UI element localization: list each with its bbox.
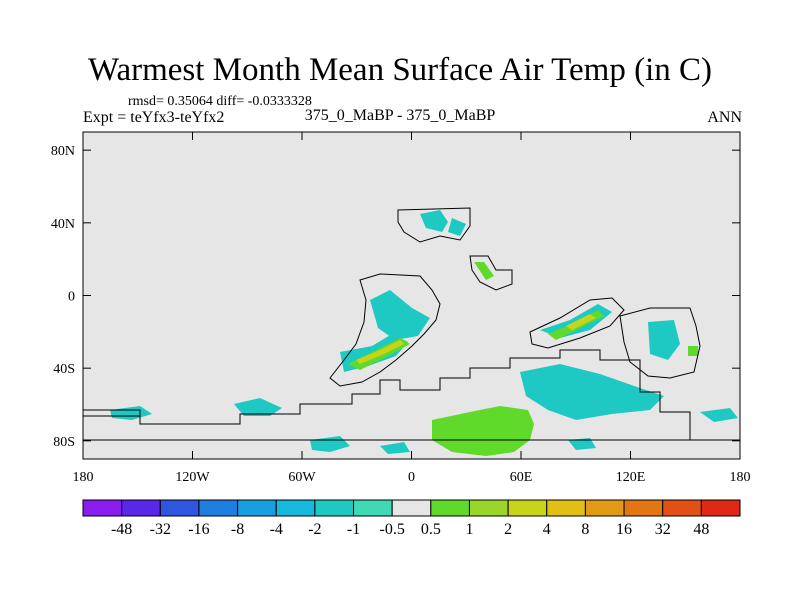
- patch-europe-east: [448, 218, 466, 236]
- patch-antarctic-east: [700, 408, 738, 422]
- stats-text: rmsd= 0.35064 diff= -0.0333328: [128, 94, 312, 109]
- patch-antarctic-pen: [234, 398, 282, 416]
- coast-asia-south: [529, 297, 625, 349]
- colorbar-swatch: [353, 499, 393, 517]
- patch-yellow-asia: [566, 314, 596, 330]
- coastlines: [83, 207, 740, 441]
- season-label: ANN: [707, 109, 742, 126]
- colorbar-swatch: [275, 499, 316, 517]
- y-tick-label: 80S: [53, 435, 75, 450]
- colorbar-swatch: [546, 499, 586, 517]
- colorbar-swatch: [468, 499, 509, 517]
- colorbar-label: 32: [655, 521, 671, 538]
- patch-australia-dot: [688, 346, 698, 356]
- colorbar-swatch: [314, 499, 355, 517]
- y-tick-label: 80N: [51, 144, 75, 159]
- colorbar-label: -0.5: [380, 521, 405, 538]
- coast-antarctica: [83, 349, 740, 441]
- colorbar-label: -1: [347, 521, 360, 538]
- y-tick-label: 0: [68, 290, 75, 305]
- colorbar-label: -2: [308, 521, 321, 538]
- coast-asia: [469, 255, 513, 291]
- colorbar-swatch: [237, 499, 277, 517]
- patch-yellow-line: [356, 340, 404, 364]
- colorbar-label: -32: [150, 521, 171, 538]
- colorbar-label: -8: [231, 521, 244, 538]
- patch-australia: [648, 320, 680, 360]
- patch-mideast: [474, 262, 494, 280]
- colorbar-label: 16: [616, 521, 632, 538]
- colorbar-label: 1: [465, 521, 473, 538]
- patch-south-indian: [568, 438, 596, 450]
- coast-south-america: [329, 273, 441, 387]
- case-label: 375_0_MaBP - 375_0_MaBP: [304, 107, 496, 124]
- colorbar-swatch: [700, 499, 741, 517]
- x-tick-label: 180: [730, 470, 751, 485]
- coast-australia: [619, 307, 701, 379]
- colorbar-label: 48: [693, 521, 709, 538]
- x-tick-label: 120E: [616, 470, 646, 485]
- colorbar-swatch: [584, 499, 625, 517]
- colorbar-label: 4: [543, 521, 551, 538]
- x-tick-label: 0: [408, 470, 415, 485]
- x-tick-label: 60W: [288, 470, 316, 485]
- colorbar-swatch: [82, 499, 123, 517]
- colorbar-swatch: [662, 499, 702, 517]
- colorbar-swatch: [198, 499, 239, 517]
- colorbar-swatch: [159, 499, 200, 517]
- colorbar-label: -16: [188, 521, 209, 538]
- x-tick-label: 180: [73, 470, 94, 485]
- y-tick-label: 40N: [51, 217, 75, 232]
- x-tick-label: 60E: [510, 470, 533, 485]
- patch-antarctica-main: [432, 406, 534, 456]
- colorbar-label: 0.5: [421, 521, 441, 538]
- colorbar-label: 8: [581, 521, 589, 538]
- coast-europe: [397, 207, 471, 243]
- patch-south-america: [370, 290, 430, 340]
- colorbar-label: -4: [270, 521, 283, 538]
- colorbar-label: -48: [111, 521, 132, 538]
- anomaly-patches: [110, 210, 738, 456]
- x-tick-label: 120W: [175, 470, 210, 485]
- colorbar-label: 2: [504, 521, 512, 538]
- x-axis: 180 120W 60W 0 60E 120E 180: [73, 132, 751, 485]
- y-axis: 80N 40N 0 40S 80S: [51, 144, 740, 450]
- experiment-label: Expt = teYfx3-teYfx2: [83, 109, 225, 126]
- colorbar-swatch: [430, 499, 470, 517]
- patch-indian-ocean: [520, 364, 664, 420]
- patch-europe: [420, 210, 448, 232]
- colorbar-swatch: [121, 499, 161, 517]
- colorbar-swatch: [391, 499, 432, 517]
- map-title: Warmest Month Mean Surface Air Temp (in …: [87, 52, 713, 88]
- patch-se-atlantic: [380, 442, 410, 454]
- y-tick-label: 40S: [53, 362, 75, 377]
- colorbar-swatch: [623, 499, 664, 517]
- colorbar: -48 -32 -16 -8 -4 -2 -1 -0.5 0.5 1 2 4 8 16 32 48: [82, 499, 741, 538]
- colorbar-swatch: [507, 499, 548, 517]
